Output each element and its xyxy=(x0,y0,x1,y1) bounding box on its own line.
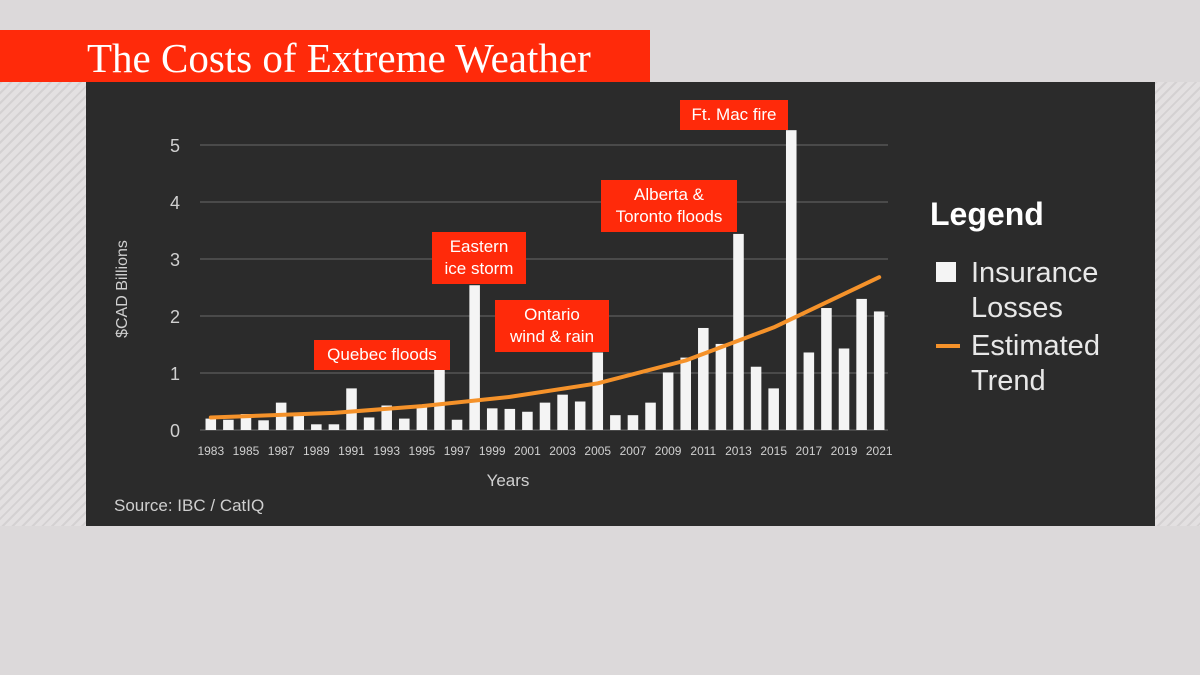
x-tick-label: 2011 xyxy=(690,444,716,458)
legend-label-line1: Estimated xyxy=(971,330,1100,362)
annotation-label: Alberta & xyxy=(634,185,705,204)
right-stripe-decoration xyxy=(1155,82,1200,526)
bar xyxy=(785,130,797,430)
bar xyxy=(627,415,639,430)
trend-line xyxy=(208,275,882,420)
legend-title: Legend xyxy=(930,196,1044,232)
bar xyxy=(434,369,445,430)
bar xyxy=(680,357,691,430)
bar xyxy=(328,424,340,430)
bar xyxy=(381,405,392,430)
bar xyxy=(240,414,252,430)
bar xyxy=(873,311,885,430)
annotation-label: Eastern xyxy=(450,237,509,256)
bar xyxy=(363,417,375,430)
x-tick-label: 2007 xyxy=(620,444,647,458)
annotation-box xyxy=(314,340,450,370)
bar xyxy=(803,352,815,430)
bar xyxy=(662,372,674,430)
x-tick-label: 2003 xyxy=(549,444,576,458)
bar xyxy=(645,402,656,430)
bar xyxy=(539,402,551,430)
bar xyxy=(821,308,832,430)
legend-label-insurance-losses: Insurance Losses xyxy=(971,256,1131,326)
bar xyxy=(205,418,217,430)
bar xyxy=(522,411,533,430)
bar xyxy=(715,343,727,430)
x-tick-label: 2015 xyxy=(760,444,787,458)
page-title: The Costs of Extreme Weather xyxy=(87,35,591,81)
legend-label-line2: Trend xyxy=(971,365,1046,397)
bar xyxy=(416,406,428,430)
x-tick-label: 1995 xyxy=(409,444,436,458)
bar-chart: 0 1 2 3 4 5 1983 1985 1987 1989 1991 1993 1995 1997 19… xyxy=(114,100,893,490)
legend-label-line1: Insurance xyxy=(971,257,1099,289)
chart-panel: 0 1 2 3 4 5 1983 1985 1987 1989 1991 1993 1995 1997 19… xyxy=(86,82,1155,526)
x-tick-label: 1997 xyxy=(444,444,471,458)
x-tick-label: 2005 xyxy=(584,444,611,458)
legend-label-estimated-trend: Estimated Trend xyxy=(971,329,1131,399)
bar xyxy=(451,419,463,430)
bar xyxy=(504,408,516,430)
bar xyxy=(486,408,498,430)
annotation-box xyxy=(432,232,526,284)
x-tick-label: 2021 xyxy=(866,444,893,458)
annotation-box xyxy=(680,100,788,130)
bar xyxy=(311,424,322,430)
bar xyxy=(733,233,744,430)
annotation-label: ice storm xyxy=(445,259,514,278)
x-tick-label: 2013 xyxy=(725,444,752,458)
x-tick-label: 2001 xyxy=(514,444,541,458)
bar xyxy=(346,388,357,430)
x-tick-label: 1987 xyxy=(268,444,295,458)
y-axis-label: $CAD Billions xyxy=(114,240,131,338)
annotation-box xyxy=(495,300,609,352)
legend-label-line2: Losses xyxy=(971,292,1063,324)
y-tick-label: 4 xyxy=(170,193,180,213)
bar xyxy=(399,418,410,430)
bar xyxy=(750,366,762,430)
left-stripe-decoration xyxy=(0,82,86,526)
y-tick-label: 5 xyxy=(170,136,180,156)
legend-square-marker xyxy=(936,262,956,282)
annotation-label: Toronto floods xyxy=(616,207,723,226)
x-tick-label: 1993 xyxy=(373,444,400,458)
annotation-label: Quebec floods xyxy=(327,345,437,364)
y-tick-label: 3 xyxy=(170,250,180,270)
x-tick-label: 1989 xyxy=(303,444,330,458)
annotation-label: Ft. Mac fire xyxy=(691,105,776,124)
annotation-box xyxy=(601,180,737,232)
x-tick-label: 1985 xyxy=(233,444,260,458)
source-note: Source: IBC / CatIQ xyxy=(114,496,265,515)
annotation-label: wind & rain xyxy=(509,327,594,346)
legend-line-marker xyxy=(936,344,960,348)
y-tick-label: 1 xyxy=(170,364,180,384)
x-tick-label: 1983 xyxy=(197,444,224,458)
x-tick-label: 2009 xyxy=(655,444,682,458)
bar xyxy=(856,298,867,430)
x-tick-label: 1991 xyxy=(338,444,365,458)
bar xyxy=(574,401,586,430)
bar xyxy=(698,327,709,430)
bar xyxy=(258,420,269,430)
y-tick-label: 0 xyxy=(170,421,180,441)
x-tick-label: 2019 xyxy=(831,444,858,458)
title-banner: The Costs of Extreme Weather xyxy=(0,30,650,82)
annotation-label: Ontario xyxy=(524,305,580,324)
bar xyxy=(293,414,305,430)
y-tick-label: 2 xyxy=(170,307,180,327)
bar xyxy=(223,419,234,430)
bar xyxy=(768,388,779,430)
x-tick-label: 2017 xyxy=(795,444,822,458)
bar xyxy=(610,415,621,430)
bar xyxy=(592,352,604,430)
bar xyxy=(838,348,850,430)
x-axis-label: Years xyxy=(487,471,530,490)
bar xyxy=(557,394,568,430)
x-tick-label: 1999 xyxy=(479,444,506,458)
bar xyxy=(469,285,480,430)
